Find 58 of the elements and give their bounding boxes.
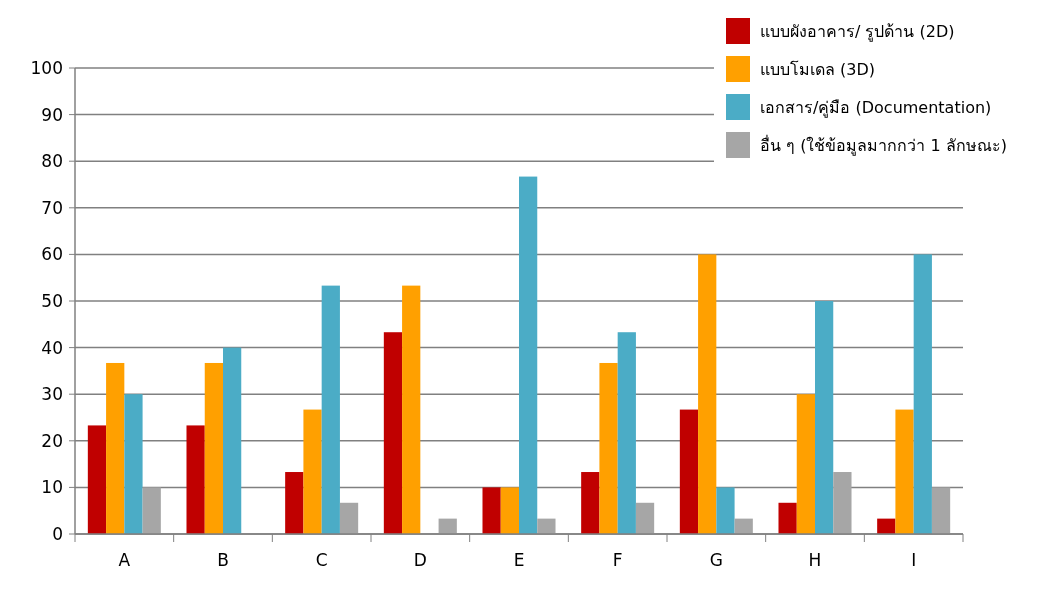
- y-tick-label: 70: [41, 197, 63, 218]
- bar: [895, 409, 914, 534]
- bar: [635, 502, 655, 534]
- bar: [833, 472, 852, 534]
- y-tick-label: 50: [41, 290, 63, 311]
- bar: [482, 487, 501, 534]
- bar: [877, 518, 896, 534]
- bar: [285, 472, 304, 534]
- y-tick-label: 80: [41, 151, 63, 172]
- bar: [124, 394, 143, 534]
- bar: [796, 394, 815, 534]
- x-tick-label: E: [513, 550, 525, 570]
- y-tick-label: 40: [41, 337, 63, 358]
- x-tick-label: C: [315, 550, 328, 570]
- bar: [223, 347, 242, 534]
- x-tick-label: H: [808, 550, 822, 570]
- bar: [698, 254, 717, 534]
- bar: [679, 409, 699, 534]
- bar: [383, 332, 403, 534]
- bar: [931, 487, 951, 534]
- y-tick-label: 30: [41, 384, 63, 405]
- y-tick-label: 60: [41, 244, 63, 265]
- y-tick-label: 100: [30, 57, 63, 78]
- bar: [204, 362, 223, 534]
- bar: [186, 425, 205, 534]
- x-tick-label: B: [217, 550, 229, 570]
- bar: [500, 487, 519, 534]
- legend-label: แบบโมเดล (3D): [760, 59, 876, 79]
- x-tick-label: F: [612, 550, 623, 570]
- y-tick-label: 10: [41, 477, 63, 498]
- bar: [537, 518, 556, 534]
- y-tick-label: 20: [41, 430, 63, 451]
- legend-label: แบบผังอาคาร/ รูปด้าน (2D): [760, 21, 955, 42]
- bar: [734, 518, 753, 534]
- bar: [303, 409, 322, 534]
- x-tick-label: A: [118, 550, 131, 570]
- bar: [815, 301, 834, 534]
- bar: [339, 502, 359, 534]
- bar: [321, 285, 340, 534]
- bar: [778, 502, 797, 534]
- bar: [617, 332, 636, 534]
- bar: [913, 254, 932, 534]
- bar: [438, 518, 457, 534]
- x-tick-label: I: [911, 550, 917, 570]
- bar: [599, 362, 618, 534]
- y-tick-label: 90: [41, 104, 63, 125]
- bar: [402, 285, 421, 534]
- y-tick-label: 0: [52, 523, 63, 544]
- bar: [519, 176, 538, 534]
- x-tick-label: D: [413, 550, 427, 570]
- bar: [142, 487, 161, 534]
- x-tick-label: G: [709, 550, 723, 570]
- bar: [106, 362, 125, 534]
- bar: [716, 487, 735, 534]
- bar: [581, 472, 600, 534]
- legend-label: เอกสาร/คู่มือ (Documentation): [760, 97, 992, 118]
- bar: [87, 425, 107, 534]
- legend-label: อื่น ๆ (ใช้ข้อมูลมากกว่า 1 ลักษณะ): [760, 133, 1008, 156]
